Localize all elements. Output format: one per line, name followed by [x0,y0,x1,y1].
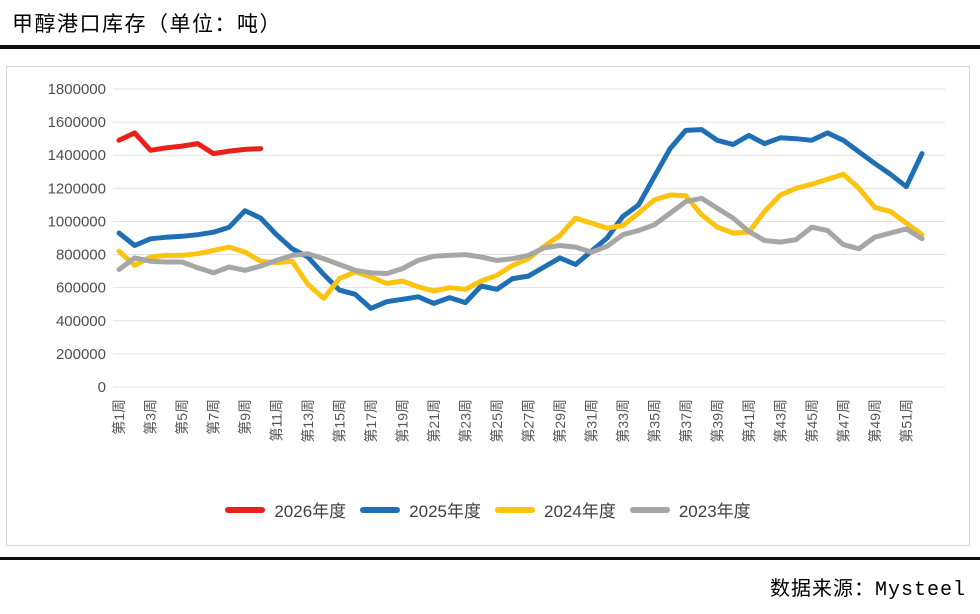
x-tick-label: 第35周 [646,399,662,443]
line-chart: 1800000 1600000 1400000 1200000 1000000 80000… [48,81,945,443]
y-tick-label: 200000 [56,346,106,363]
x-tick-label: 第23周 [457,399,473,443]
x-tick-label: 第43周 [772,399,788,443]
x-tick-label: 第29周 [552,399,568,443]
x-tick-label: 第11周 [268,399,284,442]
legend-swatch-icon [495,506,535,513]
y-tick-label: 1600000 [48,114,106,131]
series-line-2025年度 [116,127,925,311]
x-tick-label: 第7周 [205,399,221,435]
x-tick-label: 第45周 [804,399,820,443]
legend-item-2025年度: 2025年度 [360,497,481,522]
legend-item-2026年度: 2026年度 [225,497,346,522]
legend-label: 2023年度 [678,502,751,521]
legend-label: 2025年度 [409,502,481,521]
y-tick-label: 800000 [56,247,106,264]
footer-divider [0,557,980,560]
legend-swatch-icon [225,506,266,513]
legend-swatch-icon [360,506,401,513]
x-tick-label: 第21周 [426,399,442,443]
x-tick-label: 第19周 [394,399,410,443]
x-tick-label: 第31周 [583,399,599,443]
chart-legend: 2026年度 2025年度 2024年度 2023年度 [7,497,969,522]
x-tick-label: 第37周 [678,399,694,443]
legend-label: 2026年度 [274,502,347,521]
y-tick-label: 1200000 [48,180,106,197]
x-tick-label: 第25周 [489,399,505,443]
x-tick-label: 第1周 [111,399,127,435]
x-tick-label: 第49周 [867,399,883,443]
y-tick-label: 1400000 [48,147,106,164]
x-tick-label: 第41周 [741,399,757,443]
page-title: 甲醇港口库存（单位：吨） [12,12,282,36]
x-tick-label: 第17周 [363,399,379,443]
legend-swatch-icon [629,506,670,513]
x-tick-label: 第47周 [835,399,851,443]
y-tick-label: 400000 [56,313,106,330]
x-tick-label: 第13周 [300,399,316,443]
title-divider [0,45,980,49]
y-tick-label: 1000000 [48,213,106,230]
y-tick-label: 600000 [56,280,106,297]
x-tick-label: 第33周 [615,399,631,443]
data-source: 数据来源：Mysteel [769,579,966,602]
chart-panel: 1800000 1600000 1400000 1200000 1000000 80000… [6,66,970,546]
x-tick-label: 第51周 [898,399,914,443]
series-line-2024年度 [116,171,925,301]
x-tick-label: 第15周 [331,399,347,443]
x-tick-label: 第39周 [709,399,725,443]
x-tick-label: 第5周 [174,399,190,435]
x-tick-label: 第27周 [520,399,536,443]
legend-label: 2024年度 [544,502,616,521]
x-tick-label: 第9周 [237,399,253,435]
series-line-2026年度 [116,130,264,157]
series-line-2023年度 [116,195,925,277]
y-tick-label: 0 [98,379,106,396]
legend-item-2024年度: 2024年度 [495,497,616,522]
x-tick-label: 第3周 [142,399,158,435]
y-tick-label: 1800000 [48,81,106,98]
legend-item-2023年度: 2023年度 [629,497,751,522]
